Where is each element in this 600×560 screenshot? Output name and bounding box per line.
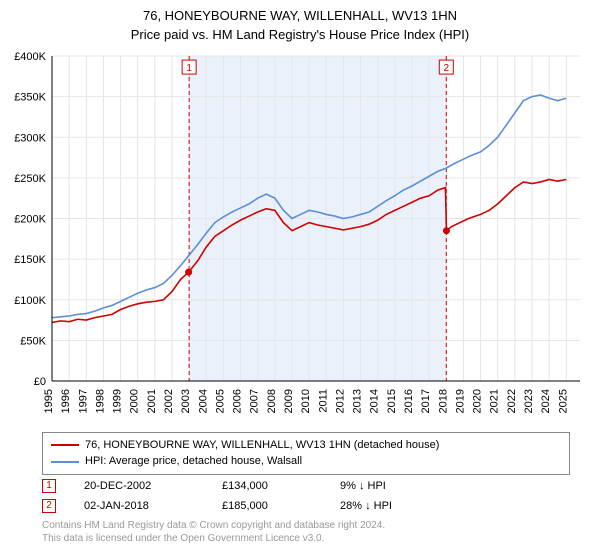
- sale-price: £134,000: [222, 480, 312, 492]
- svg-text:2010: 2010: [300, 389, 312, 413]
- svg-text:2008: 2008: [266, 389, 278, 413]
- svg-text:2012: 2012: [334, 389, 346, 413]
- legend-swatch: [51, 461, 79, 463]
- svg-text:2000: 2000: [129, 389, 141, 413]
- legend: 76, HONEYBOURNE WAY, WILLENHALL, WV13 1H…: [42, 432, 570, 475]
- svg-text:2002: 2002: [163, 389, 175, 413]
- sale-marker: 1: [42, 479, 56, 493]
- svg-text:2021: 2021: [489, 389, 501, 413]
- legend-label: 76, HONEYBOURNE WAY, WILLENHALL, WV13 1H…: [85, 437, 439, 454]
- svg-text:2013: 2013: [352, 389, 364, 413]
- sale-marker: 2: [42, 499, 56, 513]
- svg-text:£300K: £300K: [14, 132, 46, 144]
- svg-text:£150K: £150K: [14, 254, 46, 266]
- sale-row: 2 02-JAN-2018 £185,000 28% ↓ HPI: [42, 499, 570, 513]
- svg-text:1997: 1997: [77, 389, 89, 413]
- svg-text:2022: 2022: [506, 389, 518, 413]
- legend-label: HPI: Average price, detached house, Wals…: [85, 453, 302, 470]
- legend-item-property: 76, HONEYBOURNE WAY, WILLENHALL, WV13 1H…: [51, 437, 561, 454]
- svg-text:£400K: £400K: [14, 51, 46, 63]
- price-chart: £0 £50K £100K £150K £200K £250K £300K £350K £400…: [0, 46, 600, 426]
- svg-text:2017: 2017: [420, 389, 432, 413]
- svg-text:£250K: £250K: [14, 173, 46, 185]
- sale-diff: 28% ↓ HPI: [340, 500, 440, 512]
- svg-text:2025: 2025: [557, 389, 569, 413]
- svg-text:2007: 2007: [249, 389, 261, 413]
- footer-attribution: Contains HM Land Registry data © Crown c…: [42, 519, 570, 545]
- svg-text:2024: 2024: [540, 389, 552, 413]
- svg-text:2019: 2019: [454, 389, 466, 413]
- svg-text:2009: 2009: [283, 389, 295, 413]
- chart-title: 76, HONEYBOURNE WAY, WILLENHALL, WV13 1H…: [0, 0, 600, 25]
- svg-text:2001: 2001: [146, 389, 158, 413]
- legend-swatch: [51, 444, 79, 446]
- svg-text:2011: 2011: [317, 389, 329, 413]
- footer-line: This data is licensed under the Open Gov…: [42, 532, 570, 545]
- sale-date: 02-JAN-2018: [84, 500, 194, 512]
- svg-text:1999: 1999: [112, 389, 124, 413]
- svg-text:2006: 2006: [232, 389, 244, 413]
- legend-item-hpi: HPI: Average price, detached house, Wals…: [51, 453, 561, 470]
- sale-date: 20-DEC-2002: [84, 480, 194, 492]
- svg-text:2004: 2004: [197, 389, 209, 413]
- svg-text:2020: 2020: [472, 389, 484, 413]
- svg-text:£100K: £100K: [14, 295, 46, 307]
- svg-text:2: 2: [444, 63, 450, 74]
- svg-text:2015: 2015: [386, 389, 398, 413]
- sale-diff: 9% ↓ HPI: [340, 480, 440, 492]
- sales-table: 1 20-DEC-2002 £134,000 9% ↓ HPI 2 02-JAN…: [42, 479, 570, 513]
- svg-text:1996: 1996: [60, 389, 72, 413]
- svg-text:2016: 2016: [403, 389, 415, 413]
- svg-text:£200K: £200K: [14, 213, 46, 225]
- svg-text:£350K: £350K: [14, 92, 46, 104]
- footer-line: Contains HM Land Registry data © Crown c…: [42, 519, 570, 532]
- svg-text:1: 1: [186, 63, 192, 74]
- svg-text:2023: 2023: [523, 389, 535, 413]
- svg-text:2018: 2018: [437, 389, 449, 413]
- svg-text:£0: £0: [34, 376, 46, 388]
- chart-subtitle: Price paid vs. HM Land Registry's House …: [0, 25, 600, 46]
- svg-text:2003: 2003: [180, 389, 192, 413]
- svg-text:2014: 2014: [369, 389, 381, 413]
- sale-price: £185,000: [222, 500, 312, 512]
- svg-text:1995: 1995: [43, 389, 55, 413]
- sale-row: 1 20-DEC-2002 £134,000 9% ↓ HPI: [42, 479, 570, 493]
- svg-text:£50K: £50K: [20, 335, 46, 347]
- svg-text:1998: 1998: [94, 389, 106, 413]
- svg-text:2005: 2005: [214, 389, 226, 413]
